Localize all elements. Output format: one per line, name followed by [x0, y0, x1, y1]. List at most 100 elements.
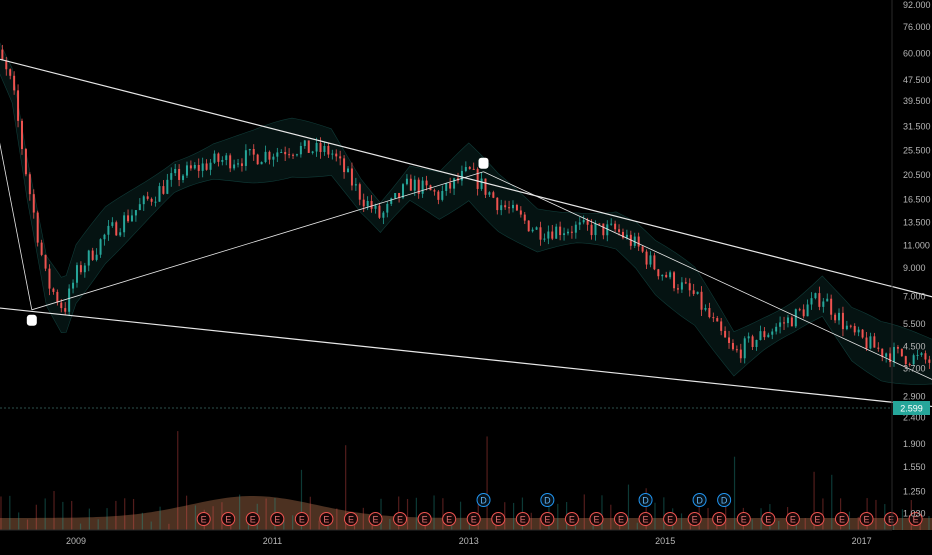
- dividend-marker[interactable]: D: [476, 493, 491, 507]
- candle-body: [912, 355, 915, 365]
- candle-body: [716, 318, 719, 322]
- candle-body: [123, 215, 126, 233]
- candle-body: [885, 353, 888, 357]
- price-tick-label: 16.500: [903, 195, 931, 205]
- candle-body: [814, 293, 817, 299]
- earnings-marker[interactable]: E: [687, 512, 702, 526]
- upper-trendline[interactable]: [0, 55, 932, 484]
- candle-body: [56, 291, 59, 303]
- earnings-marker[interactable]: E: [736, 512, 751, 526]
- candle-body: [916, 354, 919, 356]
- candle-body: [60, 302, 63, 309]
- volume-bar: [813, 471, 815, 530]
- dividend-marker[interactable]: D: [692, 493, 707, 507]
- event-layer[interactable]: EEEEEEEEEEEEEEEEEEEEEEEEEEEEEEEEEEEDDDDD: [196, 493, 932, 526]
- candle-body: [115, 222, 118, 236]
- earnings-marker[interactable]: E: [343, 512, 358, 526]
- price-tick-label: 1.550: [903, 462, 926, 472]
- earnings-marker[interactable]: E: [319, 512, 334, 526]
- earnings-marker[interactable]: E: [417, 512, 432, 526]
- dividend-marker-label: D: [696, 496, 703, 506]
- dividend-marker-circle: [638, 493, 653, 507]
- candle-body: [299, 145, 302, 155]
- earnings-marker[interactable]: E: [368, 512, 383, 526]
- earnings-marker[interactable]: E: [270, 512, 285, 526]
- lower-trendline[interactable]: [0, 306, 932, 484]
- earnings-marker-label: E: [520, 515, 526, 525]
- candle-body: [24, 149, 27, 175]
- earnings-marker[interactable]: E: [859, 512, 874, 526]
- candle-body: [256, 154, 259, 165]
- price-axis[interactable]: 92.000 76.000 60.000 47.500 39.500 31.500 25.5…: [903, 0, 931, 518]
- candle-body: [810, 298, 813, 305]
- earnings-marker[interactable]: E: [908, 512, 923, 526]
- candle-body: [13, 75, 16, 91]
- price-tick-label: 31.500: [903, 121, 931, 131]
- earnings-marker[interactable]: E: [810, 512, 825, 526]
- earnings-marker[interactable]: E: [245, 512, 260, 526]
- earnings-marker-circle: [564, 512, 579, 526]
- candle-body: [830, 298, 833, 315]
- volume-bar: [751, 519, 753, 530]
- time-axis[interactable]: 200920112013201520172019202120232025: [66, 536, 932, 546]
- earnings-marker[interactable]: E: [466, 512, 481, 526]
- candle-body: [350, 168, 353, 186]
- earnings-marker[interactable]: E: [221, 512, 236, 526]
- candle-body: [75, 265, 78, 283]
- earnings-marker[interactable]: E: [589, 512, 604, 526]
- earnings-marker[interactable]: E: [294, 512, 309, 526]
- candle-body: [87, 250, 90, 266]
- earnings-marker[interactable]: E: [614, 512, 629, 526]
- earnings-marker[interactable]: E: [515, 512, 530, 526]
- earnings-marker[interactable]: E: [540, 512, 555, 526]
- earnings-marker[interactable]: E: [663, 512, 678, 526]
- volume-bar: [26, 519, 29, 530]
- candle-body: [28, 174, 31, 195]
- volume-bar: [309, 496, 311, 530]
- candle-body: [335, 153, 338, 157]
- volume-bar: [557, 503, 559, 530]
- earnings-marker-label: E: [864, 515, 870, 525]
- candle-body: [515, 204, 518, 211]
- volume-bar: [177, 431, 179, 530]
- earnings-marker[interactable]: E: [638, 512, 653, 526]
- drawing-layer[interactable]: [0, 41, 932, 484]
- drawing-anchor-handle[interactable]: [26, 314, 37, 326]
- dividend-marker[interactable]: D: [540, 493, 555, 507]
- earnings-marker[interactable]: E: [491, 512, 506, 526]
- earnings-marker[interactable]: E: [442, 512, 457, 526]
- volume-bar: [283, 517, 285, 530]
- dividend-marker[interactable]: D: [638, 493, 653, 507]
- drawing-anchor-handle[interactable]: [478, 157, 489, 169]
- earnings-marker[interactable]: E: [712, 512, 727, 526]
- candle-body: [319, 142, 322, 152]
- earnings-marker[interactable]: E: [785, 512, 800, 526]
- swing-line-c[interactable]: [483, 171, 932, 420]
- candle-body: [543, 238, 546, 240]
- candle-body: [83, 265, 86, 273]
- volume-bar: [486, 436, 488, 530]
- volume-bar: [106, 508, 108, 530]
- candle-body: [492, 192, 495, 198]
- swing-line-a[interactable]: [0, 55, 33, 310]
- candle-body: [857, 329, 860, 333]
- earnings-marker[interactable]: E: [884, 512, 899, 526]
- swing-line-b[interactable]: [31, 171, 484, 311]
- candle-body: [775, 326, 778, 332]
- candle-body: [551, 231, 554, 239]
- earnings-marker[interactable]: E: [761, 512, 776, 526]
- candle-body: [849, 325, 852, 327]
- earnings-marker[interactable]: E: [393, 512, 408, 526]
- earnings-marker[interactable]: E: [564, 512, 579, 526]
- candle-body: [264, 151, 267, 162]
- volume-bar: [778, 520, 780, 530]
- volume-bar: [71, 500, 73, 530]
- earnings-marker[interactable]: E: [834, 512, 849, 526]
- dividend-marker[interactable]: D: [717, 493, 732, 507]
- earnings-marker-circle: [834, 512, 849, 526]
- earnings-marker[interactable]: E: [196, 512, 211, 526]
- volume-bar: [636, 522, 638, 530]
- volume-bar: [804, 518, 806, 530]
